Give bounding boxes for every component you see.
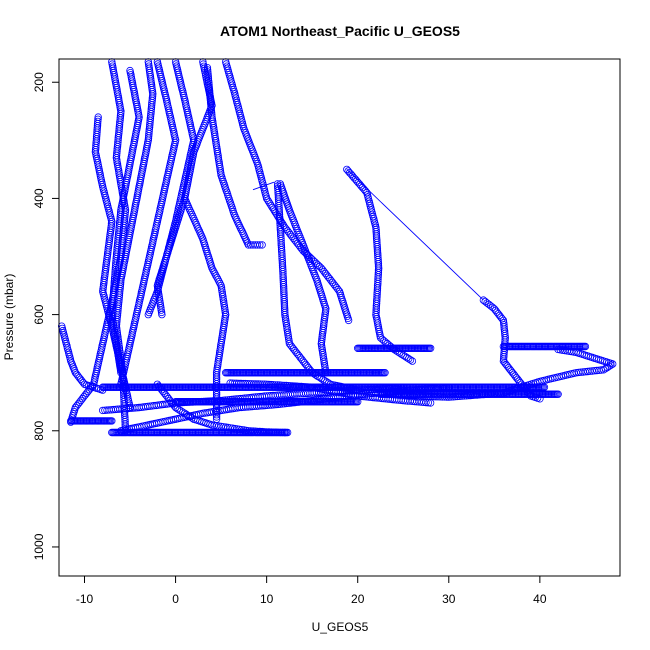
y-tick-label: 400 [32,188,46,208]
data-point [262,194,271,203]
data-point [406,356,415,364]
data-point [73,402,81,410]
data-point [256,241,264,249]
data-point [266,200,274,208]
data-point [399,351,407,359]
data-point [211,270,219,278]
data-point [194,225,202,233]
data-point [334,285,342,294]
data-point [213,274,221,282]
data-point [237,225,245,234]
data-point [540,383,549,391]
plot-area [58,58,617,437]
data-point [209,266,217,274]
data-point [253,241,262,249]
x-tick-label: -10 [76,592,94,606]
y-axis: 200 400 600 800 1000 [32,72,60,560]
data-point [401,352,409,361]
x-axis: -10 0 10 20 30 40 [76,575,547,606]
data-point [157,306,165,314]
data-point [277,218,286,226]
data-point [258,241,266,249]
data-point [285,337,293,346]
y-tick-label: 200 [32,72,46,92]
x-tick-label: 10 [260,592,274,606]
chart-title: ATOM1 Northeast_Pacific U_GEOS5 [220,23,460,39]
data-point [265,198,273,206]
data-point [126,403,134,412]
y-axis-label: Pressure (mbar) [2,274,16,361]
data-point [212,272,220,280]
data-point [108,417,116,425]
x-tick-label: 20 [351,592,365,606]
y-tick-label: 600 [32,304,46,324]
x-axis-label: U_GEOS5 [312,620,369,634]
data-point [175,406,183,414]
data-point [354,398,362,406]
data-point [186,206,194,215]
series-line [252,181,275,191]
plot-frame [58,58,621,577]
data-point [208,264,216,272]
data-point [214,276,222,284]
x-tick-label: 30 [442,592,456,606]
data-point [236,223,244,232]
data-point [408,357,417,365]
data-point [381,369,389,377]
data-point [321,364,329,372]
data-point [158,310,166,319]
data-point [344,316,353,325]
series-line [346,169,484,301]
data-point [319,376,327,384]
data-point [403,353,411,362]
data-point [395,349,404,357]
x-tick-label: 0 [172,592,179,606]
data-point [283,428,292,437]
data-point [405,355,413,363]
data-point [157,308,166,317]
x-tick-label: 40 [533,592,547,606]
data-point [581,342,590,351]
data-point [267,201,275,210]
data-point [144,310,152,319]
data-point [500,353,508,361]
data-point [264,196,272,204]
data-point [426,344,435,352]
data-point [554,390,562,398]
data-point [210,268,218,276]
data-point [565,347,574,355]
data-point [599,366,608,374]
data-point [269,205,278,213]
y-tick-label: 1000 [32,533,46,560]
y-tick-label: 800 [32,420,46,440]
